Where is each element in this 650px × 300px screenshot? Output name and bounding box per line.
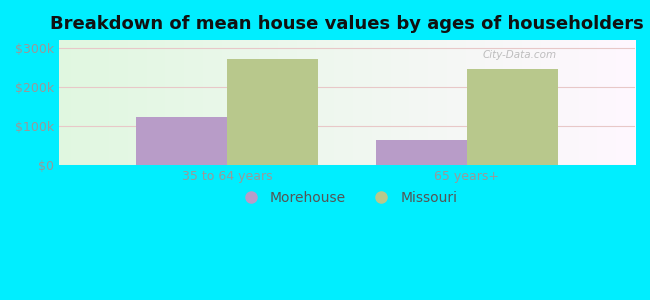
Legend: Morehouse, Missouri: Morehouse, Missouri <box>231 185 463 210</box>
Bar <box>467 69 558 165</box>
Text: City-Data.com: City-Data.com <box>483 50 557 60</box>
Bar <box>136 117 227 165</box>
Bar <box>227 59 318 165</box>
Title: Breakdown of mean house values by ages of householders: Breakdown of mean house values by ages o… <box>50 15 644 33</box>
Bar <box>376 140 467 165</box>
